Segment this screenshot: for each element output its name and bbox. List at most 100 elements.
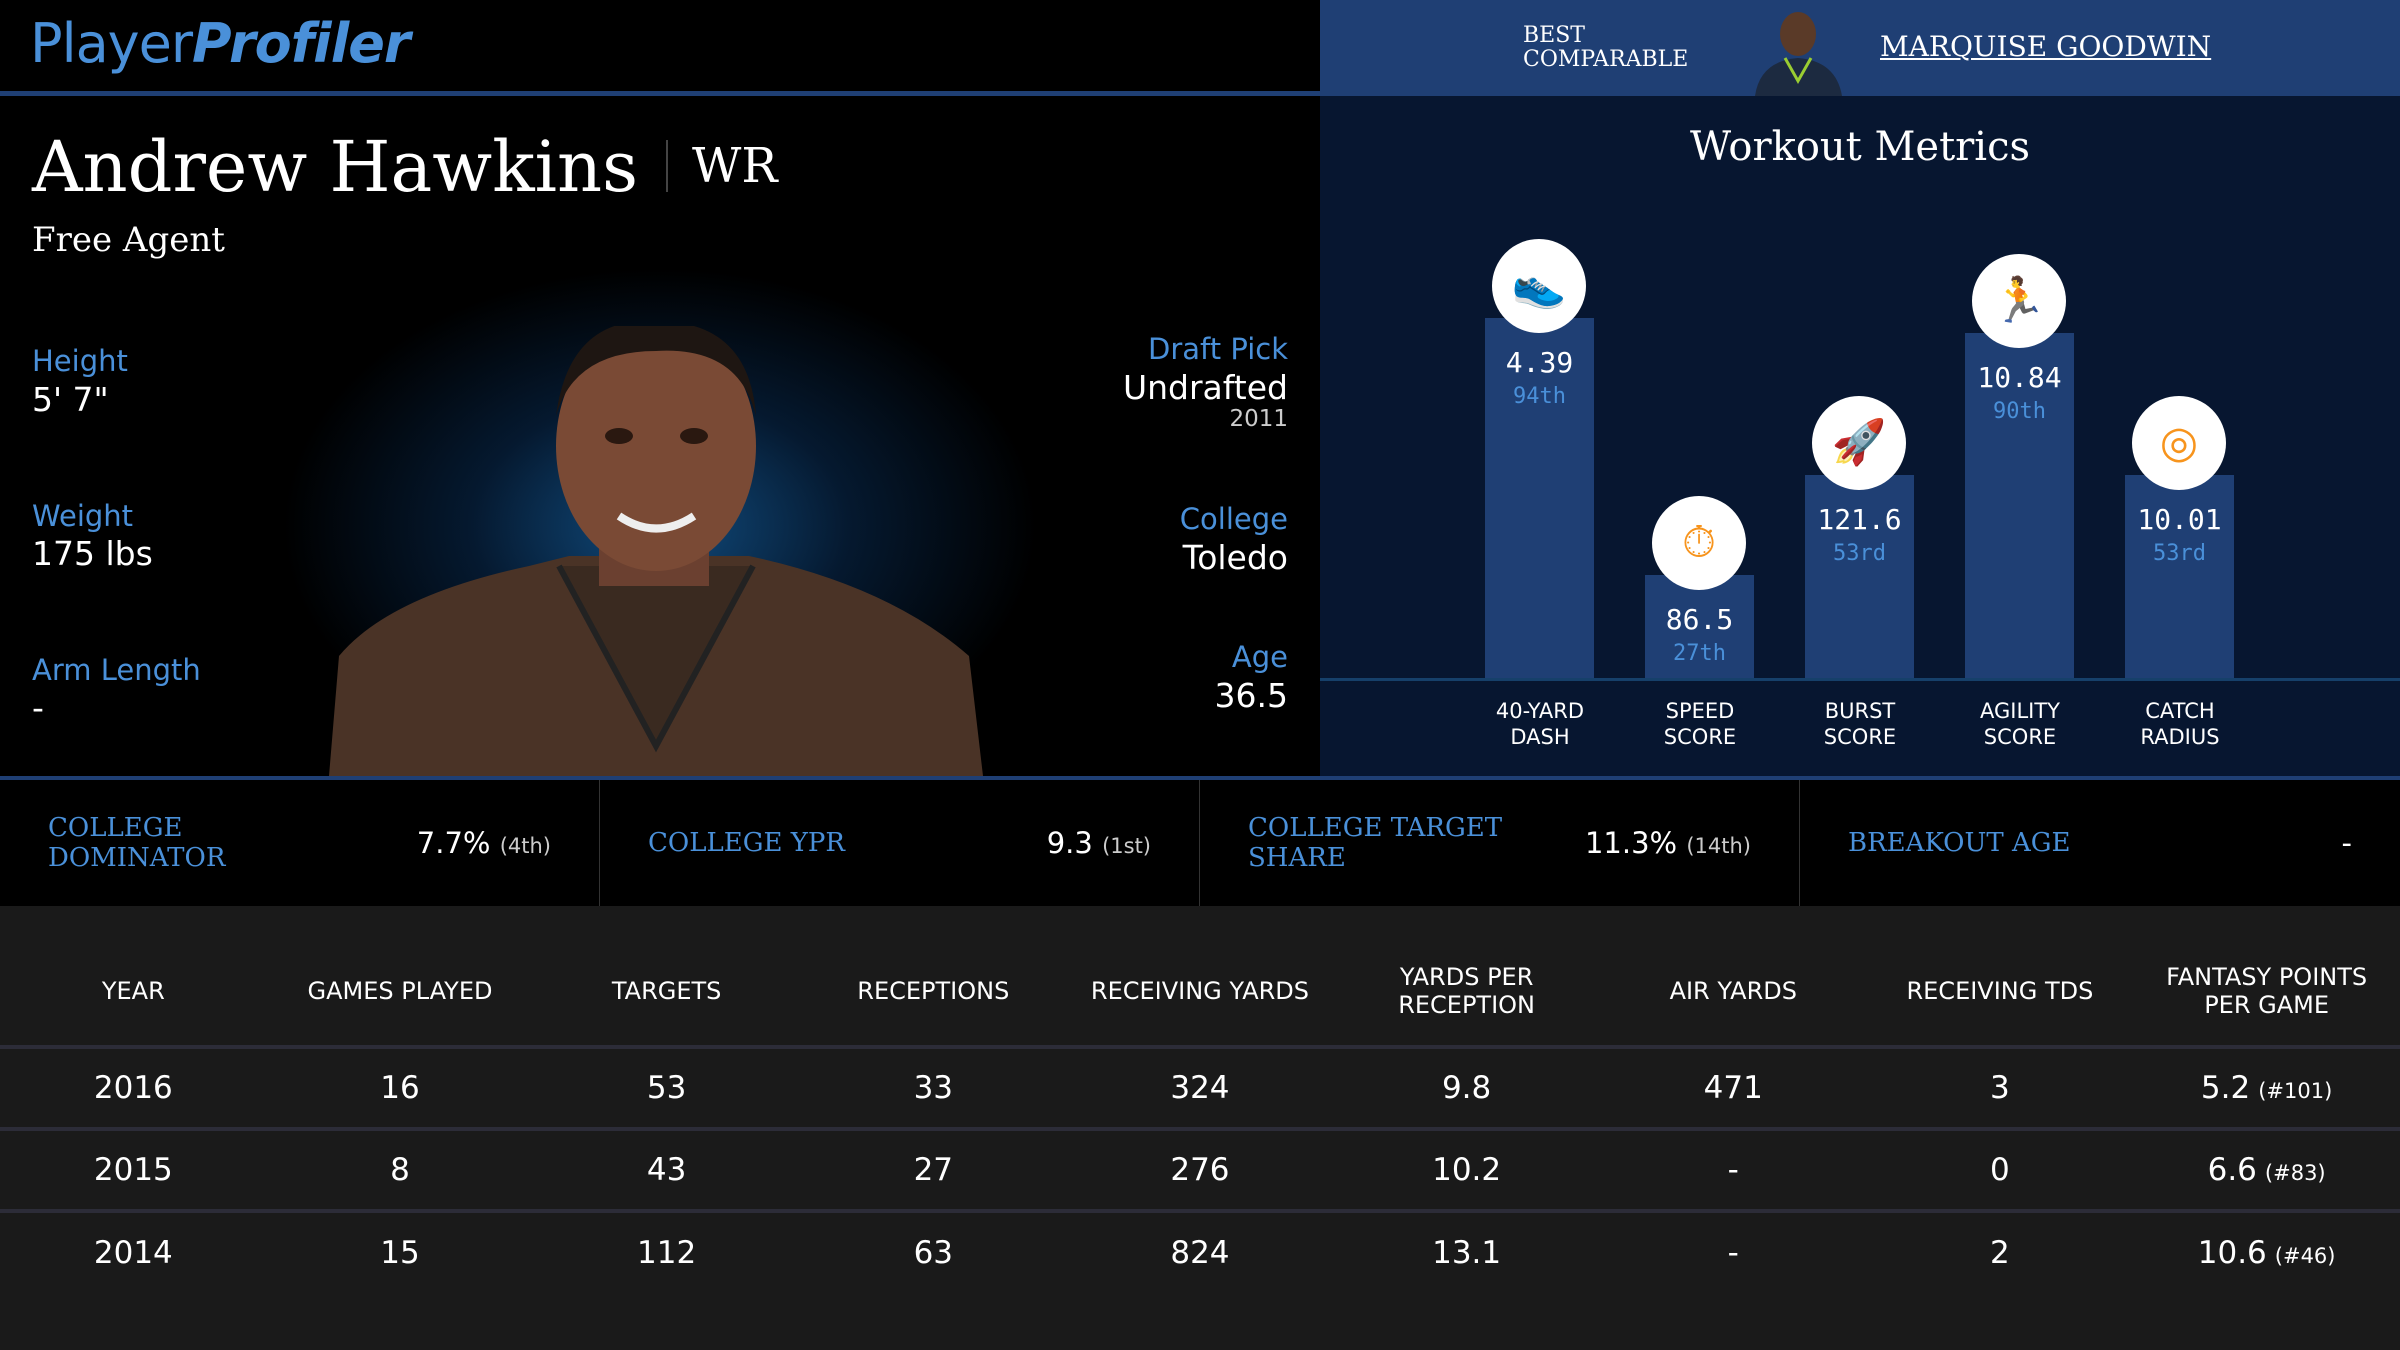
player-position: WR [692,138,778,194]
metric-value: 10.84 [1977,361,2062,395]
stat-breakout-age: BREAKOUT AGE - [1800,780,2400,906]
rank: (1st) [1102,834,1151,858]
metric-label-line2: SCORE [1663,725,1737,749]
value: 7.7% [416,826,491,860]
logo-part1: Player [30,12,193,75]
stat-college-target-share: COLLEGE TARGET SHARE 11.3% (14th) [1200,780,1800,906]
best-comparable-label: BEST COMPARABLE [1523,24,1688,72]
weight-value: 175 lbs [32,534,153,573]
draft-pick-value: Undrafted [1122,368,1288,407]
workout-bar [1965,333,2074,678]
player-panel: Andrew Hawkins WR Free Agent Height 5' 7… [0,96,1320,786]
table-row: 2014 15 112 63 824 13.1 - 2 10.6 (#46) [0,1211,2400,1293]
workout-bar [2125,475,2234,678]
height-value: 5' 7" [32,380,109,419]
table-cell: 2015 [0,1129,267,1213]
value: - [2341,826,2352,860]
stat-value: 9.3 (1st) [1047,826,1151,860]
table-cell: 16 [266,1047,534,1131]
college-label: College [1179,502,1288,536]
player-name: Andrew Hawkins [32,126,639,208]
metric-percentile: 90th [1993,399,2046,425]
player-team: Free Agent [32,220,225,260]
table-cell: 27 [799,1129,1067,1213]
workout-metrics-panel: Workout Metrics 👟 4.39 94th 40-YARD DASH ⏱ 86.… [1320,96,2400,776]
metric-value: 121.6 [1817,503,1902,536]
rank: (4th) [499,834,551,858]
table-cell: 3 [1866,1047,2134,1131]
fantasy-points: 5.2 [2200,1070,2251,1106]
fantasy-rank: (#46) [2274,1244,2336,1268]
college-value: Toledo [1182,538,1288,577]
label-line2: COMPARABLE [1523,47,1689,72]
column-header[interactable]: YARDS PER RECEPTION [1333,936,1600,1049]
best-comparable-bar: BEST COMPARABLE MARQUISE GOODWIN [1320,0,2400,96]
workout-bar [1645,574,1754,678]
bar-baseline [1320,678,2400,681]
table-cell: 8 [266,1129,534,1213]
column-header[interactable]: TARGETS [533,936,800,1049]
shoe-icon: 👟 [1492,238,1586,333]
table-cell: 2 [1990,1235,2010,1271]
column-header[interactable]: FANTASY POINTS PER GAME [2133,936,2400,1049]
stat-label: COLLEGE YPR [648,828,845,858]
table-cell: 824 [1170,1235,1230,1271]
column-header[interactable]: YEAR [0,936,267,1049]
title-divider [666,140,668,192]
rocket-icon: 🚀 [1812,396,1906,490]
header [0,0,1320,92]
age-label: Age [1231,640,1288,674]
fantasy-points-cell: 10.6 (#46) [2133,1211,2400,1293]
table-cell: 43 [533,1129,800,1213]
stat-label: BREAKOUT AGE [1848,828,2071,858]
table-cell: 2016 [0,1047,267,1131]
column-header[interactable]: RECEIVING YARDS [1066,936,1334,1049]
metric-label: AGILITY SCORE [1940,698,2100,750]
comparable-photo [1745,6,1852,96]
metric-percentile: 53rd [1833,541,1886,566]
stopwatch-icon: ⏱ [1652,495,1746,590]
fantasy-points: 6.6 [2207,1152,2257,1188]
table-cell: 10.2 [1333,1129,1600,1213]
table-cell: 33 [799,1047,1067,1131]
table-cell: 9.8 [1333,1047,1600,1131]
fantasy-rank: (#101) [2258,1079,2333,1103]
metric-value: 86.5 [1665,602,1734,636]
metric-value: 10.01 [2137,503,2222,536]
stat-value: - [2342,826,2352,860]
column-header[interactable]: RECEPTIONS [799,936,1067,1049]
fantasy-points-cell: 6.6 (#83) [2133,1129,2400,1213]
table-cell: 471 [1599,1047,1867,1131]
fantasy-points-cell: 5.2 (#101) [2133,1047,2400,1131]
metric-percentile: 27th [1673,640,1726,666]
workout-title: Workout Metrics [1689,124,2031,170]
arm-length-value: - [32,688,44,727]
column-header[interactable]: GAMES PLAYED [266,936,534,1049]
stat-value: 11.3% (14th) [1585,826,1751,860]
table-cell: 15 [380,1235,420,1271]
table-cell: 2014 [93,1235,173,1271]
label-line1: BEST [1523,23,1585,48]
metric-label: BURST SCORE [1780,698,1940,750]
stat-college-dominator: COLLEGE DOMINATOR 7.7% (4th) [0,780,600,906]
column-header[interactable]: AIR YARDS [1599,936,1867,1049]
table-cell: 53 [533,1047,800,1131]
rank: (14th) [1686,834,1751,858]
table-cell: 324 [1066,1047,1334,1131]
metric-label: SPEED SCORE [1620,698,1780,750]
arm-length-label: Arm Length [32,653,201,687]
metric-value: 4.39 [1505,345,1574,379]
logo[interactable]: PlayerProfiler [30,12,410,75]
table-cell: 13.1 [1432,1235,1502,1271]
weight-label: Weight [32,499,134,533]
column-header[interactable]: RECEIVING TDS [1866,936,2134,1049]
draft-year: 2011 [1229,406,1288,432]
workout-bar [1485,317,1594,678]
comparable-player-link[interactable]: MARQUISE GOODWIN [1880,30,2212,63]
metric-label: 40-YARD DASH [1460,698,1620,750]
metric-percentile: 94th [1513,383,1566,409]
value: 11.3% [1584,826,1678,860]
metric-label-line1: 40-YARD [1495,699,1585,723]
table-cell: 276 [1066,1129,1334,1213]
metric-label-line1: CATCH [2145,699,2215,723]
